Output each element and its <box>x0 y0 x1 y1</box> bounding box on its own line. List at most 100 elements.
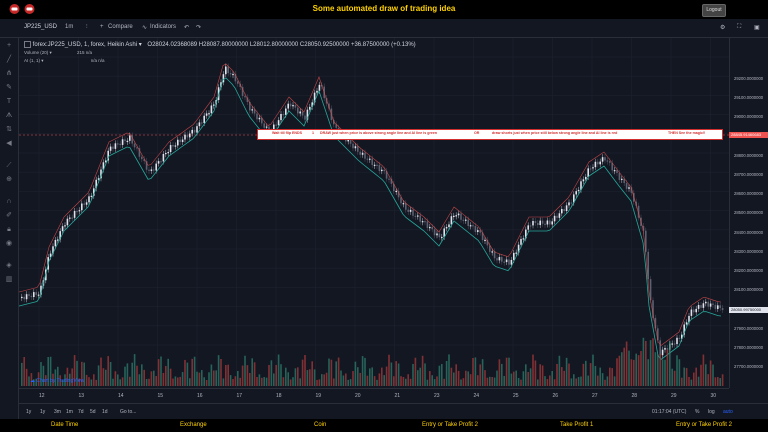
draw-mode-icon[interactable]: ✐ <box>6 212 12 219</box>
car-icon[interactable] <box>24 4 35 14</box>
candle <box>666 348 669 350</box>
chart-type-icon[interactable]: ⫶ <box>86 24 88 30</box>
volume-bar <box>450 367 453 386</box>
candle <box>107 150 109 161</box>
volume-bar <box>719 378 721 386</box>
candle <box>673 343 676 345</box>
pitchfork-icon[interactable]: ⋔ <box>6 70 12 77</box>
volume-bar <box>505 357 508 386</box>
collapse-icon[interactable] <box>24 41 31 48</box>
screenshot-icon[interactable]: ▣ <box>754 25 760 31</box>
footer-entry-tp2[interactable]: Entry or Take Profit 2 <box>422 422 478 428</box>
layers-icon[interactable]: ◈ <box>6 262 12 269</box>
candle <box>551 221 553 225</box>
footer-coin[interactable]: Coin <box>314 422 327 428</box>
footer-tp1[interactable]: Take Profit 1 <box>560 422 594 428</box>
volume-bar <box>649 340 652 386</box>
candle <box>683 324 685 335</box>
volume-bar <box>441 363 443 386</box>
indicators-icon[interactable]: ∿ <box>142 25 148 31</box>
range-1y[interactable]: 1y <box>26 409 32 415</box>
candle <box>393 183 395 192</box>
candle <box>373 164 376 166</box>
goto-button[interactable]: Go to... <box>120 409 137 415</box>
volume-bar <box>318 379 321 386</box>
crosshair-icon[interactable]: + <box>6 42 12 49</box>
candle <box>90 195 93 197</box>
compare-button[interactable]: Compare <box>108 24 133 30</box>
volume-bar <box>402 377 405 386</box>
pattern-icon[interactable]: ᗑ <box>5 112 13 119</box>
range-5d[interactable]: 5d <box>90 409 96 415</box>
car-icon[interactable] <box>9 4 20 14</box>
volume-bar <box>311 361 313 386</box>
volume-bar <box>712 364 714 386</box>
range-7d[interactable]: 7d <box>78 409 84 415</box>
candle <box>124 139 126 141</box>
prediction-icon[interactable]: ⇅ <box>6 126 12 133</box>
zoom-icon[interactable]: ⊕ <box>6 176 12 183</box>
text-icon[interactable]: T <box>6 98 12 105</box>
candle <box>577 189 580 192</box>
tradingview-watermark[interactable]: ☁ Chart by TradingView <box>30 378 85 384</box>
interval-selector[interactable]: 1m <box>65 24 74 30</box>
brush-icon[interactable]: ✎ <box>6 84 12 91</box>
settings-icon[interactable]: ⚙ <box>720 25 726 31</box>
time-axis[interactable]: 12 13 14 15 16 17 18 19 20 21 23 24 25 26 27 28 29 30 <box>19 388 729 403</box>
candle <box>505 259 508 263</box>
candle <box>441 236 443 239</box>
volume-bar <box>393 376 395 386</box>
candle <box>28 294 30 296</box>
volume-bar <box>671 368 673 386</box>
candle <box>527 225 529 230</box>
footer-exchange[interactable]: Exchange <box>180 422 207 428</box>
lock-icon[interactable]: 🔒︎ <box>7 226 11 233</box>
candle <box>83 203 85 205</box>
auto-toggle[interactable]: auto <box>723 409 733 415</box>
candle <box>580 181 582 190</box>
range-1m[interactable]: 1m <box>66 409 73 415</box>
volume-bar <box>138 374 141 386</box>
candle <box>153 169 155 171</box>
candle <box>690 309 693 316</box>
percent-toggle[interactable]: % <box>695 409 700 415</box>
back-icon[interactable]: ◀ <box>6 140 12 147</box>
log-toggle[interactable]: log <box>708 409 715 415</box>
ruler-icon[interactable]: ⟋ <box>6 162 12 169</box>
time-tick: 27 <box>592 393 598 399</box>
candle <box>628 187 630 189</box>
volume-bar <box>647 359 649 386</box>
volume-bar <box>95 379 97 386</box>
trash-icon[interactable]: ▥ <box>5 276 13 283</box>
price-axis[interactable]: 29200.0000000 29100.0000000 29000.0000000 2… <box>729 38 768 388</box>
redo-icon[interactable]: ↷ <box>196 25 202 31</box>
volume-bar <box>191 358 193 386</box>
fullscreen-icon[interactable]: ⛶ <box>737 24 742 30</box>
candle <box>40 285 42 295</box>
range-3m[interactable]: 3m <box>54 409 61 415</box>
volume-bar <box>570 378 573 386</box>
volume-bar <box>429 371 431 386</box>
candle <box>141 156 143 160</box>
volume-bar <box>417 370 419 386</box>
indicators-button[interactable]: Indicators <box>150 24 177 30</box>
candle <box>227 66 229 74</box>
symbol-search[interactable]: JP225_USD <box>24 24 58 30</box>
top-bar: Some automated draw of trading idea Logo… <box>0 0 768 19</box>
range-1y-b[interactable]: 1y <box>40 409 46 415</box>
time-tick: 12 <box>39 393 45 399</box>
undo-icon[interactable]: ↶ <box>184 25 190 31</box>
volume-bar <box>544 376 546 386</box>
magnet-icon[interactable]: ∩ <box>6 198 12 205</box>
eye-icon[interactable]: ◉ <box>5 240 13 247</box>
footer-entry-tp2-b[interactable]: Entry or Take Profit 2 <box>676 422 732 428</box>
logout-button[interactable]: Logout <box>702 4 726 17</box>
compare-icon[interactable]: + <box>100 24 104 30</box>
trend-line-icon[interactable]: ╱ <box>6 56 12 63</box>
footer-datetime[interactable]: Date Time <box>51 422 79 428</box>
volume-bar <box>693 372 695 386</box>
volume-bar <box>623 347 625 386</box>
range-1d[interactable]: 1d <box>102 409 108 415</box>
volume-bar <box>371 367 373 386</box>
price-chart[interactable] <box>19 38 729 388</box>
